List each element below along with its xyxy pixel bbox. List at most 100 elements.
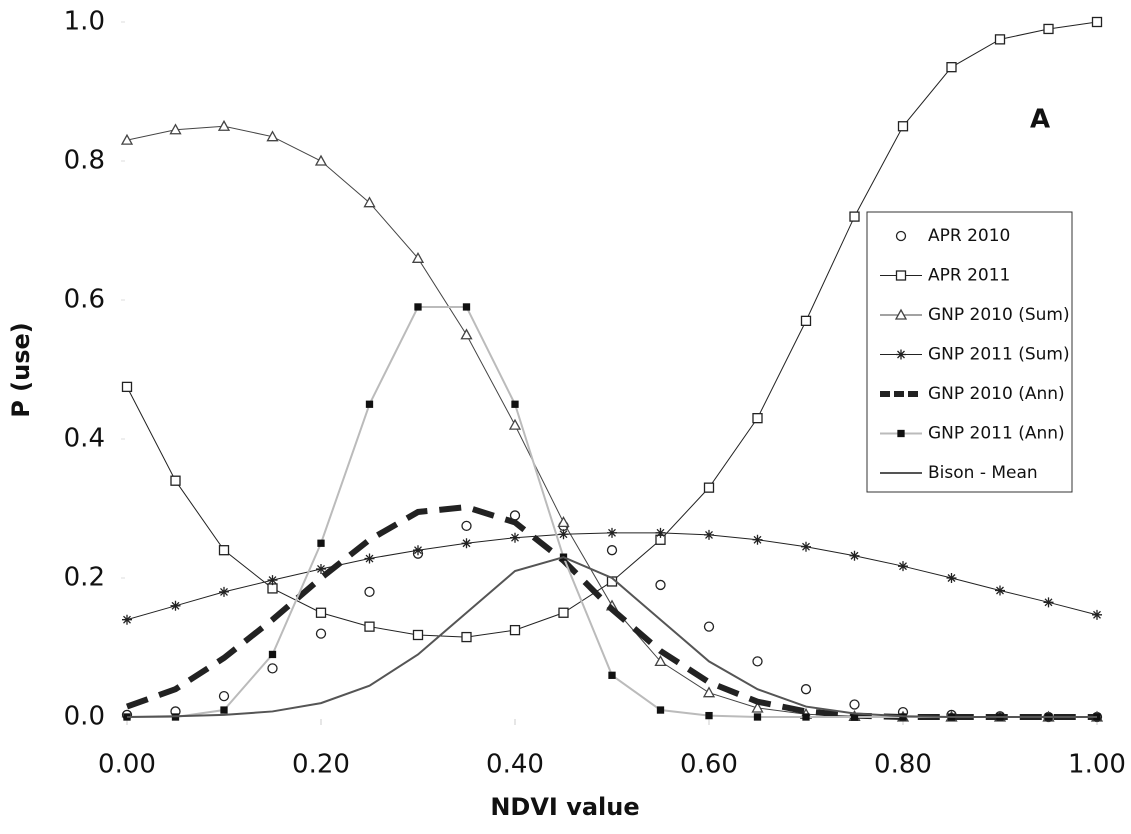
y-tick-label: 0.2	[64, 563, 105, 593]
marker	[703, 482, 715, 493]
marker	[461, 631, 472, 643]
marker	[752, 412, 763, 424]
marker	[364, 553, 375, 564]
marker	[460, 328, 473, 340]
marker	[509, 624, 521, 636]
marker	[894, 308, 908, 320]
legend-label: Bison - Mean	[928, 463, 1038, 483]
marker	[511, 400, 519, 408]
marker	[655, 579, 666, 591]
marker	[412, 629, 424, 641]
marker	[413, 545, 423, 556]
x-tick-label: 0.00	[98, 750, 156, 780]
marker	[1043, 23, 1054, 35]
marker	[898, 561, 908, 572]
marker	[120, 133, 134, 145]
legend-label: GNP 2011 (Ann)	[928, 424, 1065, 444]
marker	[656, 706, 665, 714]
x-tick-label: 0.40	[486, 750, 544, 780]
marker	[170, 475, 181, 486]
marker	[364, 621, 375, 632]
marker	[897, 429, 905, 438]
marker	[558, 607, 569, 618]
x-tick-label: 0.60	[680, 750, 738, 780]
y-axis-label: P (use)	[7, 322, 35, 418]
marker	[169, 123, 182, 135]
legend-label: GNP 2010 (Ann)	[928, 384, 1065, 404]
marker	[1091, 16, 1103, 28]
marker	[267, 575, 278, 586]
marker	[122, 614, 132, 625]
marker	[363, 196, 376, 208]
series-line	[126, 556, 1097, 718]
marker	[314, 154, 328, 166]
marker	[850, 713, 859, 721]
marker	[752, 534, 763, 545]
marker	[218, 691, 230, 702]
marker	[802, 713, 810, 721]
marker	[606, 545, 618, 556]
x-tick-label: 1.00	[1068, 750, 1126, 780]
marker	[316, 563, 326, 574]
marker	[266, 130, 279, 142]
marker	[752, 656, 763, 667]
marker	[849, 211, 860, 222]
marker	[702, 686, 716, 698]
marker	[267, 663, 278, 674]
marker	[365, 400, 374, 408]
marker	[800, 684, 812, 695]
series-line	[125, 504, 1097, 720]
marker	[461, 520, 472, 532]
marker	[801, 541, 811, 552]
marker	[994, 34, 1006, 45]
marker	[897, 121, 909, 132]
marker	[217, 119, 231, 131]
marker	[510, 532, 520, 543]
marker	[895, 270, 907, 281]
x-axis-label: NDVI value	[490, 793, 639, 821]
marker	[411, 251, 425, 263]
marker	[268, 650, 277, 659]
marker	[608, 671, 616, 679]
marker	[315, 628, 327, 639]
y-tick-label: 0.4	[64, 424, 105, 454]
marker	[607, 527, 617, 538]
marker	[800, 315, 812, 327]
marker	[557, 516, 570, 528]
marker	[121, 381, 133, 393]
marker	[849, 550, 860, 561]
marker	[220, 706, 228, 714]
legend-label: GNP 2011 (Sum)	[928, 345, 1070, 365]
marker	[364, 586, 375, 598]
marker	[655, 527, 666, 538]
marker	[654, 655, 667, 667]
marker	[751, 701, 764, 713]
annotation: A	[1030, 105, 1050, 135]
marker	[946, 62, 957, 73]
marker	[461, 538, 472, 549]
marker	[1043, 597, 1054, 608]
marker	[462, 303, 471, 311]
marker	[267, 583, 278, 594]
marker	[703, 621, 715, 632]
legend-label: APR 2010	[928, 226, 1010, 246]
marker	[704, 529, 714, 540]
marker	[753, 713, 762, 721]
legend-label: GNP 2010 (Sum)	[928, 305, 1070, 325]
marker	[218, 545, 230, 556]
marker	[849, 699, 860, 710]
marker	[317, 539, 325, 547]
marker	[558, 529, 569, 540]
x-tick-label: 0.20	[292, 750, 350, 780]
marker	[896, 349, 906, 360]
marker	[995, 585, 1005, 596]
marker	[414, 303, 422, 311]
marker	[895, 230, 907, 242]
legend-label: APR 2011	[928, 266, 1010, 286]
y-tick-label: 0.8	[64, 146, 105, 176]
marker	[1092, 609, 1102, 620]
marker	[170, 600, 181, 611]
y-tick-label: 1.0	[64, 7, 105, 37]
marker	[508, 418, 522, 430]
